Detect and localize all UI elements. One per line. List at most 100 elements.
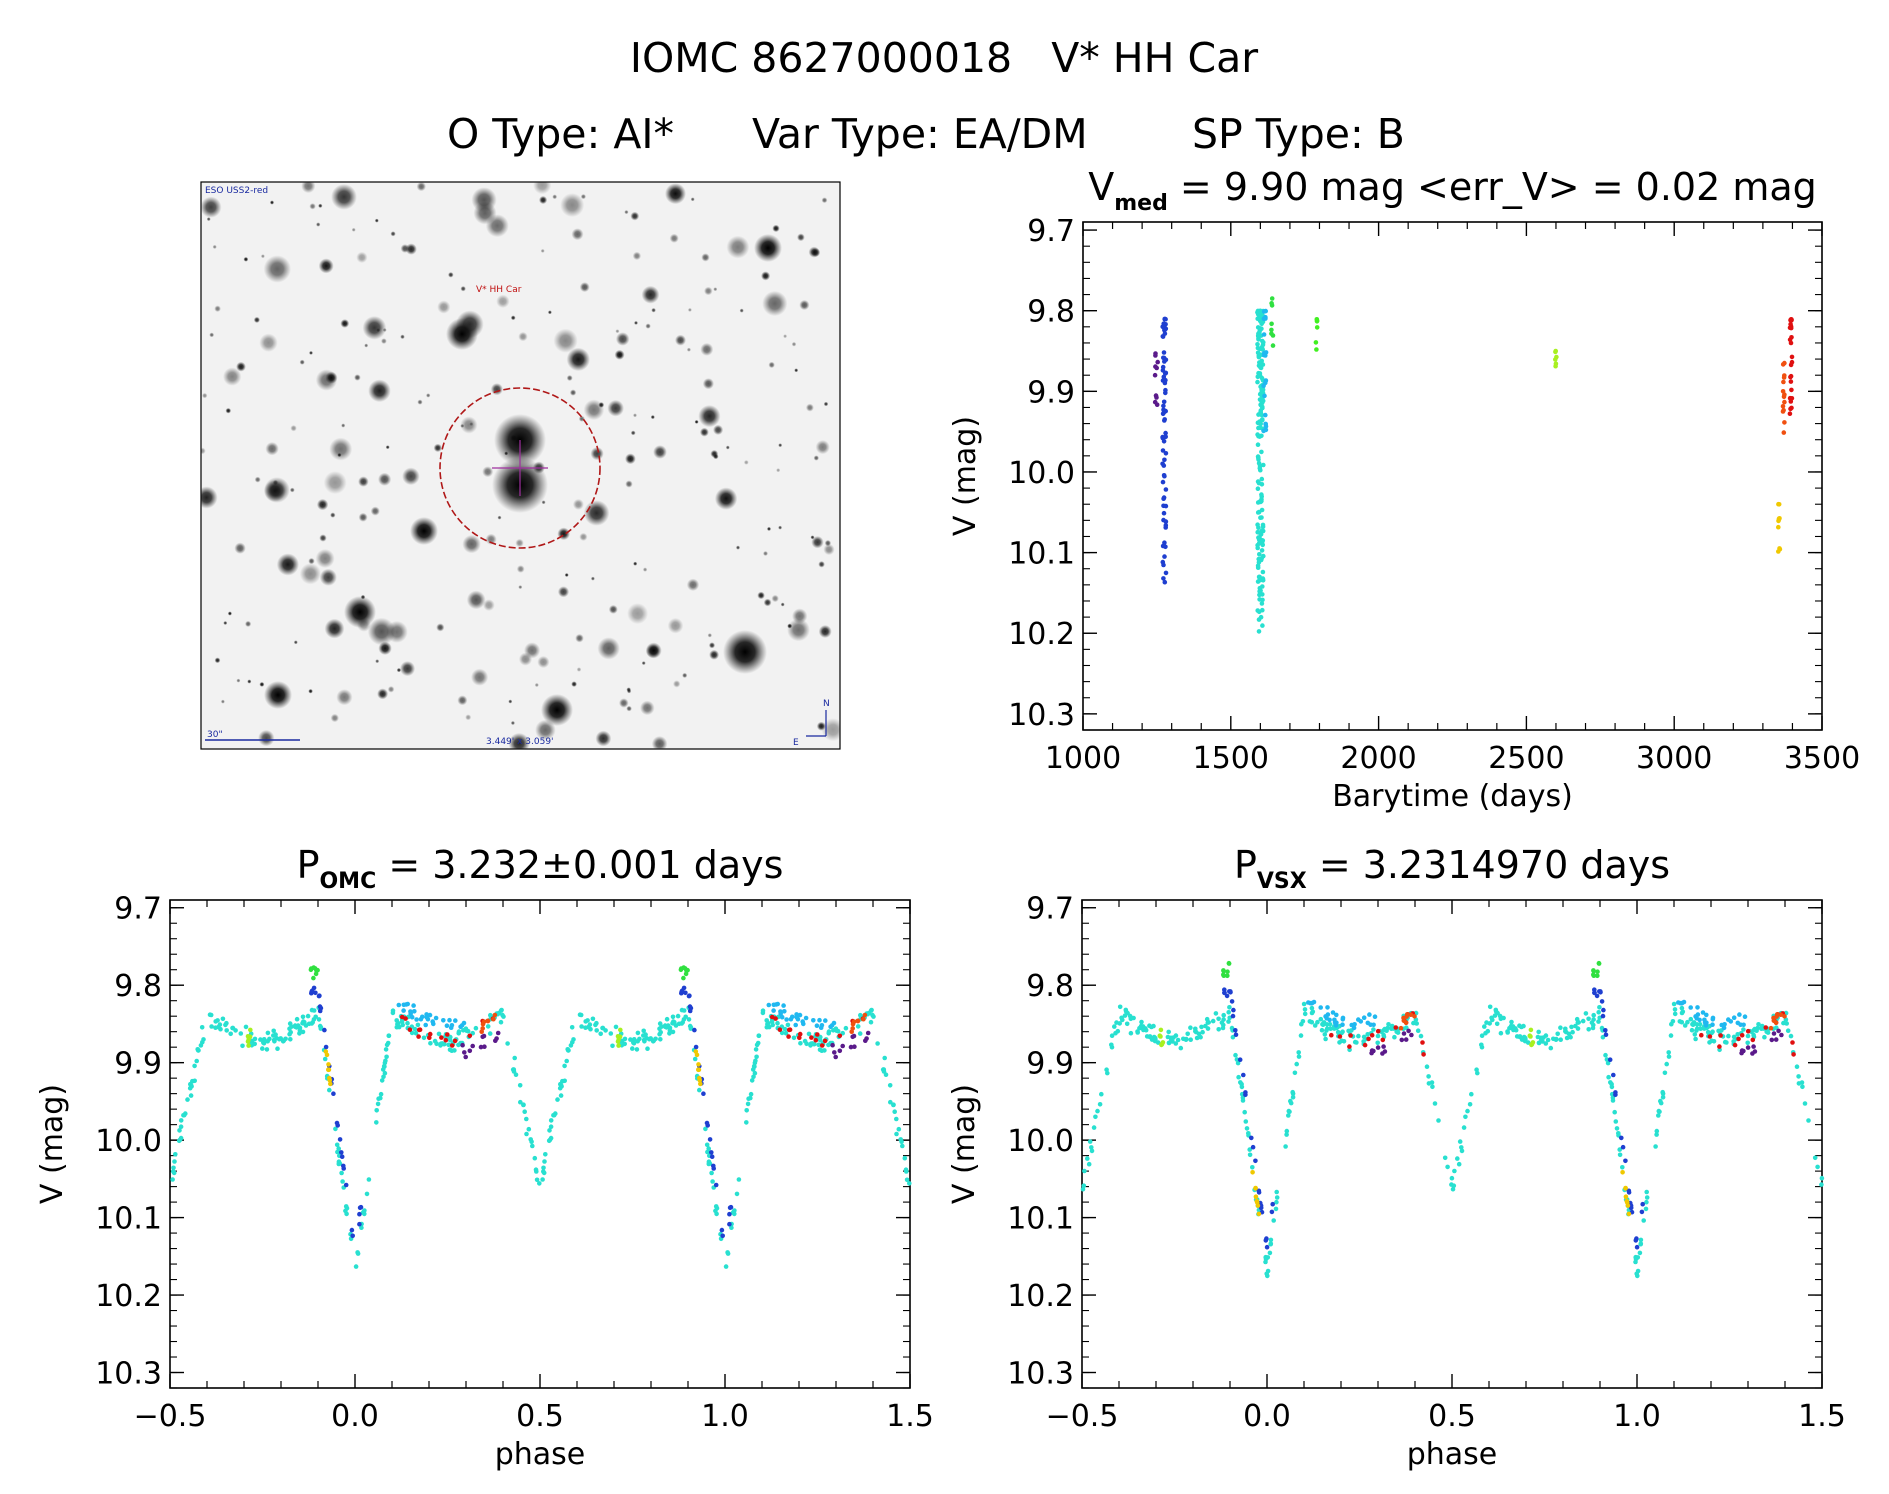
data-point — [1260, 584, 1265, 589]
data-point — [1774, 1025, 1779, 1030]
finder-star — [490, 383, 503, 396]
data-point — [786, 1034, 791, 1039]
data-point — [1109, 1042, 1114, 1048]
data-point — [657, 1031, 662, 1037]
data-point — [816, 1042, 821, 1048]
data-point — [548, 1124, 554, 1129]
data-point — [1271, 1218, 1276, 1223]
finder-star — [378, 641, 392, 655]
finder-star — [757, 591, 765, 600]
data-point — [390, 1008, 396, 1013]
data-point — [1781, 375, 1787, 380]
data-point — [1259, 540, 1265, 546]
data-point — [697, 1087, 702, 1093]
data-point — [1819, 1182, 1824, 1187]
data-point — [1256, 460, 1262, 466]
data-point — [1421, 1052, 1426, 1057]
data-point — [1762, 1034, 1767, 1040]
data-point — [1259, 548, 1265, 553]
data-point — [534, 1169, 539, 1174]
data-point — [1161, 510, 1167, 516]
data-point — [558, 1093, 564, 1098]
data-point — [852, 1044, 857, 1049]
finder-star — [319, 534, 327, 542]
data-point — [485, 1018, 491, 1024]
data-point — [261, 1040, 266, 1045]
data-point — [309, 966, 314, 971]
data-point — [1784, 1021, 1789, 1026]
data-point — [1256, 617, 1262, 622]
finder-star — [324, 618, 345, 639]
finder-star — [227, 611, 232, 616]
data-point — [1162, 331, 1168, 336]
data-point — [415, 1022, 421, 1028]
data-point — [362, 1211, 367, 1217]
data-point — [1314, 347, 1319, 352]
data-point — [610, 1043, 615, 1049]
data-point — [1274, 1199, 1279, 1205]
data-point — [417, 1027, 423, 1032]
finder-star — [824, 539, 832, 547]
data-point — [560, 1078, 565, 1084]
data-point — [1522, 1035, 1528, 1041]
data-point — [1694, 1016, 1699, 1021]
data-point — [1263, 1256, 1269, 1262]
data-point — [868, 1019, 874, 1025]
data-point — [1256, 480, 1262, 486]
data-point — [1256, 535, 1261, 540]
data-point — [770, 1022, 775, 1028]
data-point — [1310, 1009, 1316, 1015]
y-tick-label: 9.8 — [114, 969, 162, 1004]
data-point — [1459, 1148, 1465, 1154]
data-point — [1269, 301, 1274, 306]
data-point — [1511, 1027, 1516, 1033]
plot-frame — [1081, 899, 1823, 1389]
data-point — [1722, 1039, 1728, 1045]
data-point — [481, 1019, 487, 1024]
data-point — [1255, 565, 1261, 570]
data-point — [679, 966, 684, 971]
finder-star — [580, 194, 587, 200]
data-point — [1689, 1027, 1695, 1033]
data-point — [407, 1027, 413, 1032]
finder-star — [465, 714, 472, 721]
data-point — [754, 1054, 759, 1060]
data-point — [618, 1027, 623, 1033]
data-point — [1257, 552, 1262, 557]
finder-star — [316, 222, 321, 227]
data-point — [785, 1022, 791, 1028]
finder-star — [385, 620, 408, 643]
data-point — [1639, 1209, 1645, 1215]
data-point — [1741, 1022, 1746, 1028]
data-point — [1166, 1040, 1172, 1046]
finder-star — [416, 182, 426, 192]
data-point — [248, 1027, 253, 1033]
data-point — [340, 1179, 345, 1184]
data-point — [1412, 1014, 1417, 1019]
finder-star — [518, 652, 533, 666]
data-point — [383, 1047, 389, 1052]
finder-star — [534, 682, 539, 688]
x-tick-label: −0.5 — [134, 1399, 207, 1434]
data-point — [1230, 1034, 1236, 1040]
finder-star — [653, 445, 667, 459]
data-point — [894, 1131, 899, 1137]
data-point — [1780, 389, 1786, 394]
data-point — [748, 1091, 754, 1097]
data-point — [358, 1204, 364, 1210]
data-point — [1726, 1033, 1731, 1039]
data-point — [818, 1025, 824, 1030]
data-point — [217, 1022, 223, 1027]
data-point — [1495, 1010, 1500, 1016]
data-point — [170, 1177, 175, 1182]
data-point — [1200, 1029, 1205, 1035]
finder-star — [560, 193, 585, 218]
data-point — [1569, 1024, 1574, 1030]
data-point — [1144, 1034, 1150, 1039]
data-point — [564, 1058, 569, 1064]
finder-star — [645, 642, 662, 659]
finder-star — [640, 700, 655, 716]
data-point — [1613, 1119, 1619, 1124]
finder-star — [368, 379, 391, 403]
finder-star — [469, 422, 474, 427]
